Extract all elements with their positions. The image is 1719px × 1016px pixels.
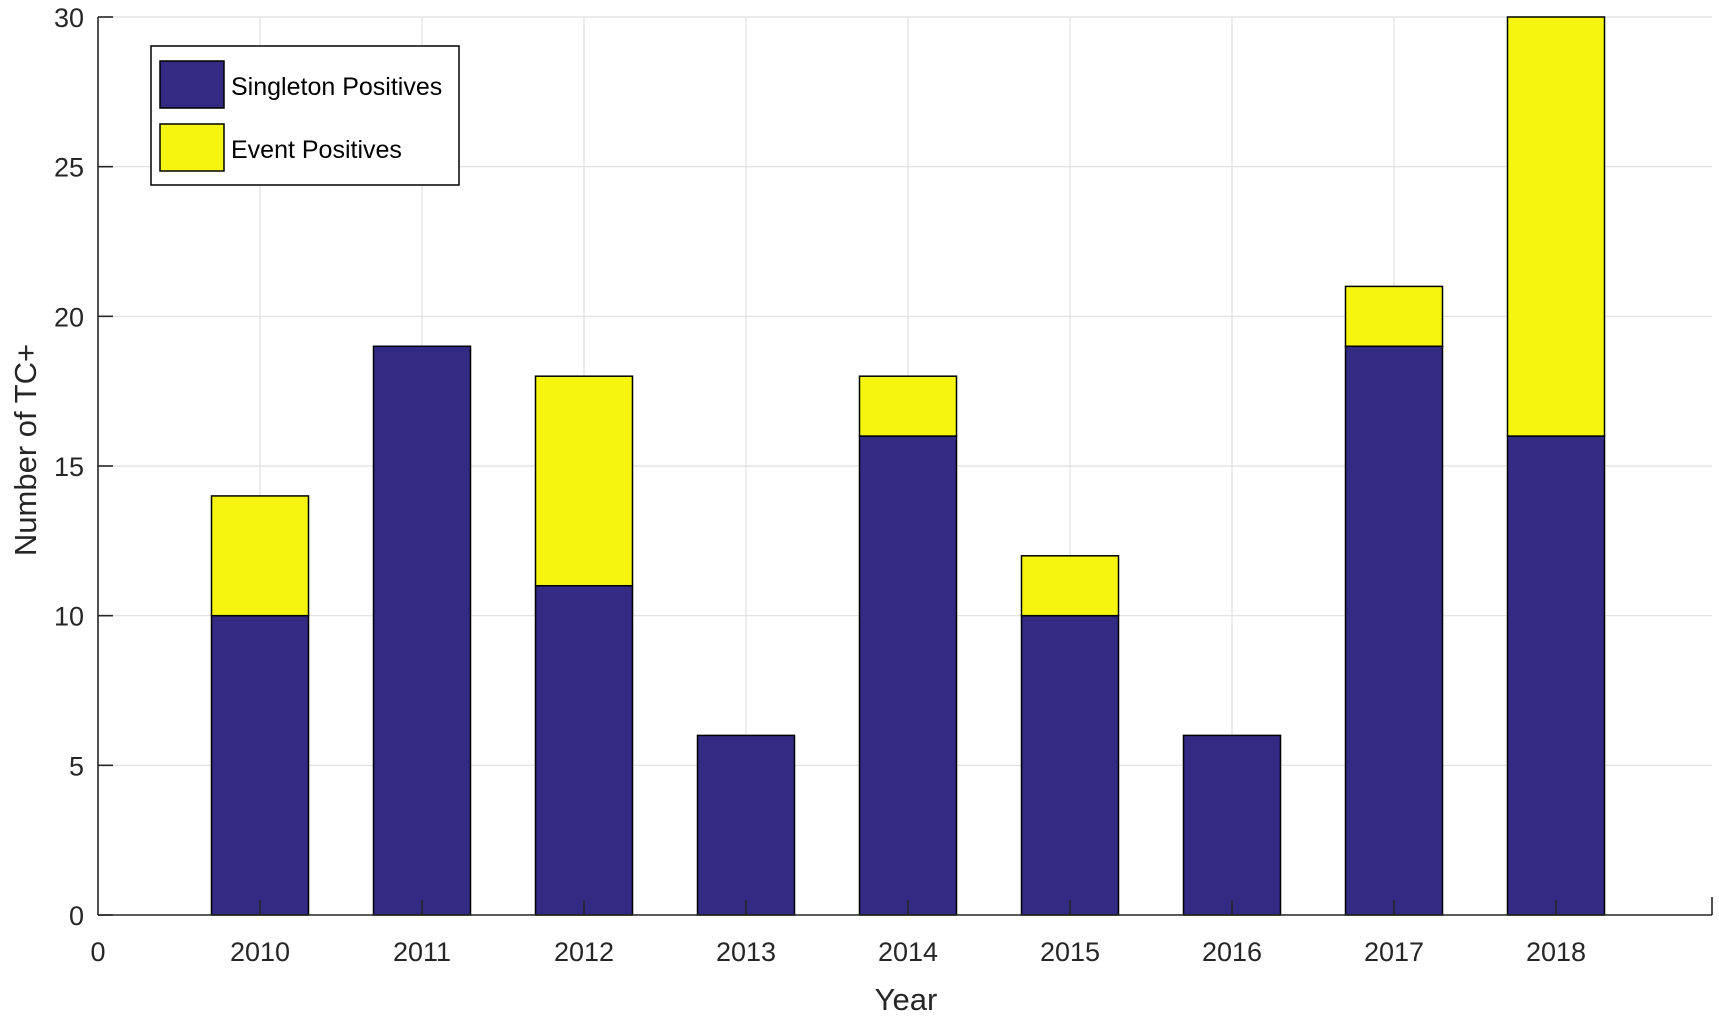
bar-2017-singleton-positives — [1344, 345, 1444, 916]
bar-2012-event-positives — [534, 375, 634, 587]
legend-swatch-singleton-positives — [159, 60, 225, 109]
bar-2015-event-positives — [1020, 555, 1120, 617]
bars — [210, 16, 1606, 916]
legend-swatch-event-positives — [159, 123, 225, 172]
x-tick-label: 2012 — [554, 937, 614, 967]
bar-2018-event-positives — [1506, 16, 1606, 437]
y-tick-label: 5 — [69, 751, 84, 781]
bar-2015-singleton-positives — [1020, 614, 1120, 916]
y-tick-label: 30 — [54, 3, 84, 33]
tick-labels: 0 5 10 15 20 25 30 0 2010 2011 2012 2013 2014 2015 201… — [54, 3, 1586, 967]
legend: Singleton Positives Event Positives — [150, 45, 460, 186]
legend-label-singleton-positives: Singleton Positives — [231, 73, 442, 101]
x-tick-label: 2010 — [230, 937, 290, 967]
bar-2012-singleton-positives — [534, 584, 634, 916]
y-axis-title: Number of TC+ — [8, 344, 43, 556]
x-axis-title: Year — [875, 982, 938, 1016]
x-tick-label: 2014 — [878, 937, 938, 967]
bar-2010-event-positives — [210, 495, 310, 617]
bar-2011-singleton-positives — [372, 345, 472, 916]
bar-2014-event-positives — [858, 375, 958, 437]
y-tick-label: 15 — [54, 452, 84, 482]
x-tick-label: 2017 — [1364, 937, 1424, 967]
x-tick-label: 2013 — [716, 937, 776, 967]
bar-2017-event-positives — [1344, 285, 1444, 348]
x-tick-label: 2015 — [1040, 937, 1100, 967]
x-tick-label: 2011 — [393, 937, 451, 967]
bar-2014-singleton-positives — [858, 435, 958, 916]
x-tick-label: 2018 — [1526, 937, 1586, 967]
x-tick-label: 2016 — [1202, 937, 1262, 967]
legend-label-event-positives: Event Positives — [231, 136, 402, 164]
y-tick-label: 10 — [54, 602, 84, 632]
x-tick-label: 0 — [90, 937, 105, 967]
y-tick-label: 25 — [54, 153, 84, 183]
axes — [97, 16, 1713, 916]
bar-2016-singleton-positives — [1182, 734, 1282, 916]
bar-2018-singleton-positives — [1506, 435, 1606, 916]
y-tick-label: 0 — [69, 901, 84, 931]
bar-2013-singleton-positives — [696, 734, 796, 916]
bar-2010-singleton-positives — [210, 614, 310, 916]
y-tick-label: 20 — [54, 302, 84, 332]
